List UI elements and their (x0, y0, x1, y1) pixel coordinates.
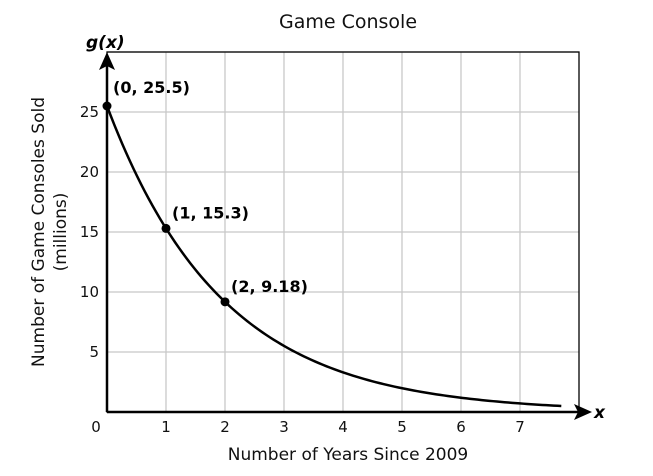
y-axis-label-line1: Number of Game Consoles Sold (29, 97, 49, 367)
data-point (220, 297, 230, 307)
data-points: (0, 25.5) (1, 15.3) (2, 9.18) (102, 78, 308, 307)
x-tick-label: 1 (161, 418, 171, 436)
x-tick-labels: 0 1 2 3 4 5 6 7 (91, 418, 525, 436)
x-tick-label: 3 (279, 418, 289, 436)
x-axis-variable: x (593, 403, 606, 423)
x-tick-label: 2 (220, 418, 230, 436)
x-tick-label: 6 (456, 418, 466, 436)
data-point (161, 223, 171, 233)
y-axis-variable-close: ) (116, 33, 125, 53)
data-point-label: (1, 15.3) (172, 203, 249, 222)
y-tick-label: 5 (89, 343, 99, 361)
y-tick-labels: 5 10 15 20 25 (80, 103, 99, 361)
y-axis-variable-func: g( (86, 33, 106, 53)
x-axis (107, 404, 592, 420)
y-tick-label: 25 (80, 103, 99, 121)
y-tick-label: 20 (80, 163, 99, 181)
y-tick-label: 15 (80, 223, 99, 241)
chart-title: Game Console (279, 11, 417, 33)
y-tick-label: 10 (80, 283, 99, 301)
grid (107, 51, 579, 412)
y-axis-label-line2: (millions) (51, 193, 71, 272)
y-axis-arrow-icon (99, 52, 115, 70)
series-line (105, 105, 562, 408)
data-point-label: (0, 25.5) (113, 78, 190, 97)
x-tick-label: 0 (91, 418, 101, 436)
x-tick-label: 7 (515, 418, 525, 436)
x-tick-label: 5 (397, 418, 407, 436)
x-axis-label: Number of Years Since 2009 (228, 445, 469, 465)
y-axis-variable: g(x) (86, 33, 125, 53)
x-tick-label: 4 (338, 418, 348, 436)
data-point-label: (2, 9.18) (231, 277, 308, 296)
data-point (102, 101, 112, 111)
y-axis (99, 52, 115, 412)
x-axis-arrow-icon (574, 404, 592, 420)
y-axis-variable-arg: x (105, 33, 118, 53)
